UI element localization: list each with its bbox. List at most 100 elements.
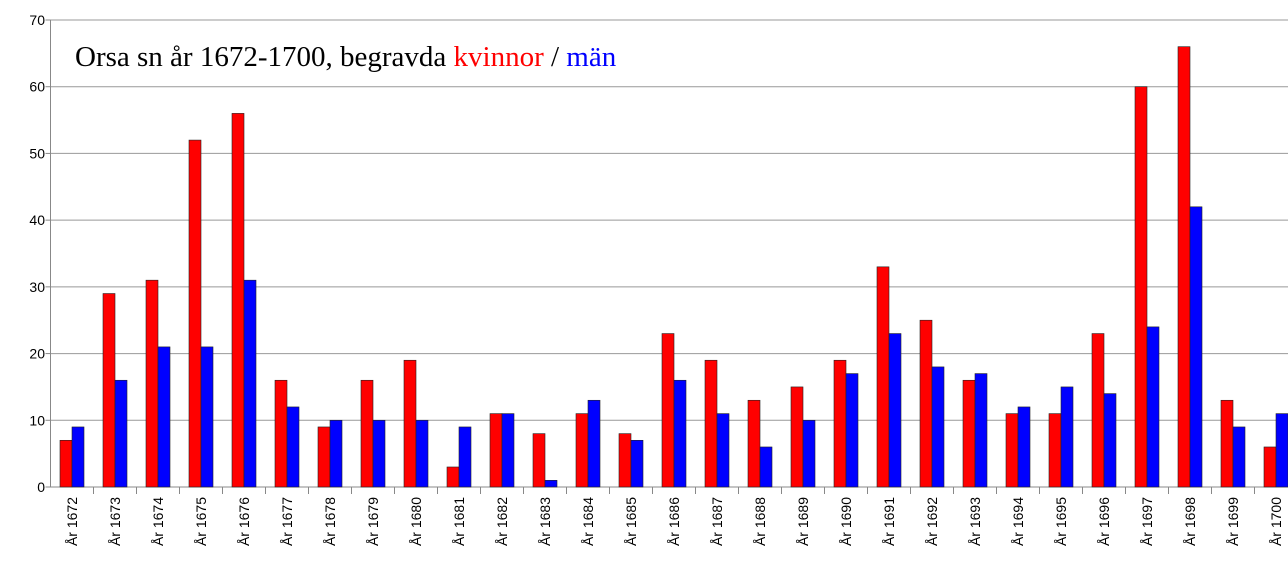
x-tick-label: År 1699 <box>1225 497 1241 546</box>
x-tick-label: År 1676 <box>236 497 252 546</box>
bar <box>1103 393 1117 488</box>
bar <box>1220 399 1234 488</box>
bar <box>360 379 374 488</box>
bar <box>845 373 859 488</box>
bar <box>317 426 331 488</box>
bar <box>157 346 171 488</box>
x-tick-label: År 1697 <box>1139 497 1155 546</box>
legend-entry: kvinnor <box>454 41 545 73</box>
bar <box>274 379 288 488</box>
bar <box>501 413 515 488</box>
chart-title: Orsa sn år 1672-1700, begravda kvinnor /… <box>75 41 617 73</box>
bar <box>372 419 386 488</box>
bar <box>1017 406 1031 488</box>
bar <box>716 413 730 488</box>
y-tick-label: 40 <box>29 212 45 228</box>
legend-entry: män <box>566 41 616 73</box>
bar <box>286 406 300 488</box>
bar <box>188 139 202 488</box>
y-tick-label: 20 <box>29 346 45 362</box>
bar <box>630 439 644 488</box>
x-tick-label: År 1693 <box>967 497 983 546</box>
x-tick-label: År 1692 <box>924 497 940 546</box>
bar <box>200 346 214 488</box>
x-tick-label: År 1689 <box>795 497 811 546</box>
x-tick-label: År 1695 <box>1053 497 1069 546</box>
bar <box>931 366 945 488</box>
title-text: Orsa sn år 1672-1700, begravda <box>75 41 446 73</box>
x-tick-label: År 1678 <box>322 497 338 546</box>
bar <box>114 379 128 488</box>
bar <box>446 466 460 488</box>
x-tick-label: År 1682 <box>494 497 510 546</box>
bar <box>888 333 902 488</box>
x-tick-label: År 1672 <box>64 497 80 546</box>
bar <box>919 319 933 488</box>
bar <box>1232 426 1246 488</box>
bar <box>1275 413 1288 488</box>
y-tick-label: 50 <box>29 145 45 161</box>
bar <box>1134 86 1148 488</box>
bar <box>231 113 245 488</box>
bar <box>876 266 890 488</box>
title-separator: / <box>551 41 560 73</box>
x-tick-label: År 1684 <box>580 497 596 546</box>
x-tick-label: År 1677 <box>279 497 295 546</box>
bar <box>790 386 804 488</box>
x-tick-label: År 1673 <box>107 497 123 546</box>
bar <box>759 446 773 488</box>
y-tick-label: 10 <box>29 412 45 428</box>
bar <box>661 333 675 488</box>
bar <box>575 413 589 488</box>
bar <box>59 439 73 488</box>
bar <box>102 293 116 488</box>
x-tick-label: År 1685 <box>623 497 639 546</box>
bar <box>1005 413 1019 488</box>
x-tick-label: År 1674 <box>150 497 166 546</box>
x-tick-label: År 1687 <box>709 497 725 546</box>
bar <box>1177 46 1191 488</box>
bar <box>458 426 472 488</box>
bar <box>704 359 718 488</box>
bar <box>802 419 816 488</box>
y-tick-label: 60 <box>29 79 45 95</box>
bar <box>962 379 976 488</box>
x-tick-label: År 1696 <box>1096 497 1112 546</box>
bar <box>974 373 988 488</box>
bar <box>243 279 257 488</box>
bar <box>544 480 558 488</box>
bar <box>415 419 429 488</box>
x-tick-label: År 1694 <box>1010 497 1026 546</box>
x-tick-label: År 1698 <box>1182 497 1198 546</box>
x-tick-label: År 1686 <box>666 497 682 546</box>
x-tick-label: År 1690 <box>838 497 854 546</box>
bar <box>587 399 601 488</box>
x-tick-label: År 1675 <box>193 497 209 546</box>
bar <box>403 359 417 488</box>
bar <box>1146 326 1160 488</box>
x-tick-label: År 1679 <box>365 497 381 546</box>
bar <box>1091 333 1105 488</box>
bar <box>1189 206 1203 488</box>
bar <box>1060 386 1074 488</box>
bar <box>532 433 546 488</box>
x-tick-label: År 1691 <box>881 497 897 546</box>
bar <box>618 433 632 488</box>
x-tick-label: År 1681 <box>451 497 467 546</box>
bar <box>673 379 687 488</box>
x-tick-label: År 1683 <box>537 497 553 546</box>
bar <box>747 399 761 488</box>
x-tick-label: År 1688 <box>752 497 768 546</box>
bar <box>833 359 847 488</box>
x-tick-label: År 1680 <box>408 497 424 546</box>
bar <box>71 426 85 488</box>
y-tick-label: 70 <box>29 12 45 28</box>
bar <box>1263 446 1277 488</box>
x-tick-label: År 1700 <box>1268 497 1284 546</box>
bar <box>145 279 159 488</box>
bar <box>489 413 503 488</box>
bar <box>329 419 343 488</box>
y-tick-label: 30 <box>29 279 45 295</box>
bar <box>1048 413 1062 488</box>
